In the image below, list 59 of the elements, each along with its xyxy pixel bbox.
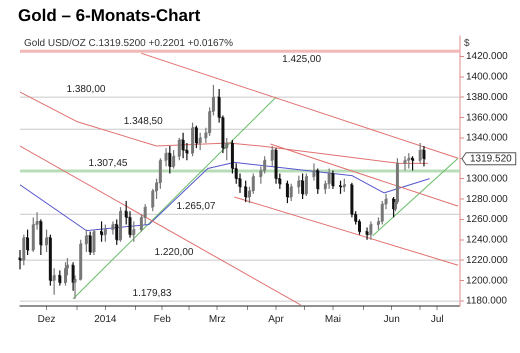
ref-line-label: 1.265,07 xyxy=(176,200,216,212)
ref-line-label: 1.220,00 xyxy=(154,246,194,258)
candlestick xyxy=(407,152,410,170)
y-tick-label: 1340.000 xyxy=(466,132,508,144)
candlestick xyxy=(178,137,181,161)
y-axis-title: $ xyxy=(464,38,470,49)
candlestick xyxy=(168,145,172,174)
candlestick xyxy=(369,220,372,240)
y-tick-label: 1240.000 xyxy=(466,234,508,246)
text: 1319.520 xyxy=(470,154,512,165)
y-tick-label: 1360.000 xyxy=(466,112,508,124)
candlestick xyxy=(32,216,35,253)
candlestick xyxy=(115,218,118,246)
x-tick-label: Mrz xyxy=(208,314,226,325)
candlestick xyxy=(270,145,274,168)
candlestick xyxy=(342,178,346,192)
x-tick-label: Feb xyxy=(154,314,172,325)
x-tick-label: 2014 xyxy=(94,314,117,325)
ref-line-label: 1.307,45 xyxy=(88,158,128,169)
x-tick-label: Apr xyxy=(268,314,284,325)
y-tick-label: 1220.000 xyxy=(466,254,508,266)
candlestick xyxy=(225,137,228,161)
y-tick-label: 1300.000 xyxy=(466,173,508,184)
candlestick xyxy=(132,220,136,242)
ref-line-label: 1.380,00 xyxy=(66,84,106,95)
y-tick-label: 1420.000 xyxy=(466,51,508,62)
y-tick-label: 1380.000 xyxy=(466,92,508,103)
y-tick-label: 1400.000 xyxy=(466,72,508,83)
candlestick xyxy=(418,142,422,164)
candlestick xyxy=(58,270,62,286)
candlestick xyxy=(297,174,300,195)
ref-line-label: 1.425,00 xyxy=(282,54,322,66)
candlestick xyxy=(79,239,82,282)
x-tick-label: Dez xyxy=(38,314,56,325)
y-tick-label: 1200.000 xyxy=(466,275,508,286)
x-tick-label: Jun xyxy=(384,314,400,325)
candlestick xyxy=(104,224,107,242)
y-tick-label: 1260.000 xyxy=(466,214,508,226)
candlestick xyxy=(411,156,414,172)
y-tick-label: 1280.000 xyxy=(466,194,508,205)
y-tick-label: 1180.000 xyxy=(466,296,508,307)
ref-line-label: 1.348,50 xyxy=(124,116,164,127)
candlestick xyxy=(244,180,248,203)
candlestick xyxy=(22,234,26,266)
candlestick xyxy=(48,234,52,286)
x-tick-label: Jul xyxy=(430,314,444,325)
x-tick-label: Mai xyxy=(324,314,341,325)
candlestick xyxy=(88,231,92,256)
chart-subtitle: Gold USD/OZ C.1319.5200 +0.2201 +0.0167% xyxy=(24,38,234,49)
ref-line-label: 1.179,83 xyxy=(132,288,172,299)
candlestick xyxy=(316,168,320,195)
candlestick xyxy=(39,218,42,256)
candlestick xyxy=(100,220,104,242)
chart-title: Gold – 6-Monats-Chart xyxy=(17,5,202,27)
candlestick xyxy=(290,183,293,202)
candlestick xyxy=(194,125,198,149)
candlestick xyxy=(366,226,369,240)
candlestick xyxy=(52,268,56,296)
candlestick xyxy=(198,132,202,151)
